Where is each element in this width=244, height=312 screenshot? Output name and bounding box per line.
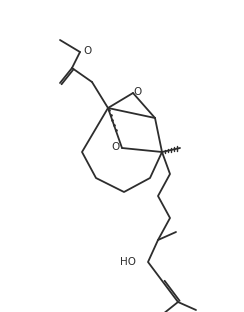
Text: O: O bbox=[111, 142, 119, 152]
Text: HO: HO bbox=[120, 257, 136, 267]
Text: O: O bbox=[133, 87, 141, 97]
Text: O: O bbox=[83, 46, 91, 56]
